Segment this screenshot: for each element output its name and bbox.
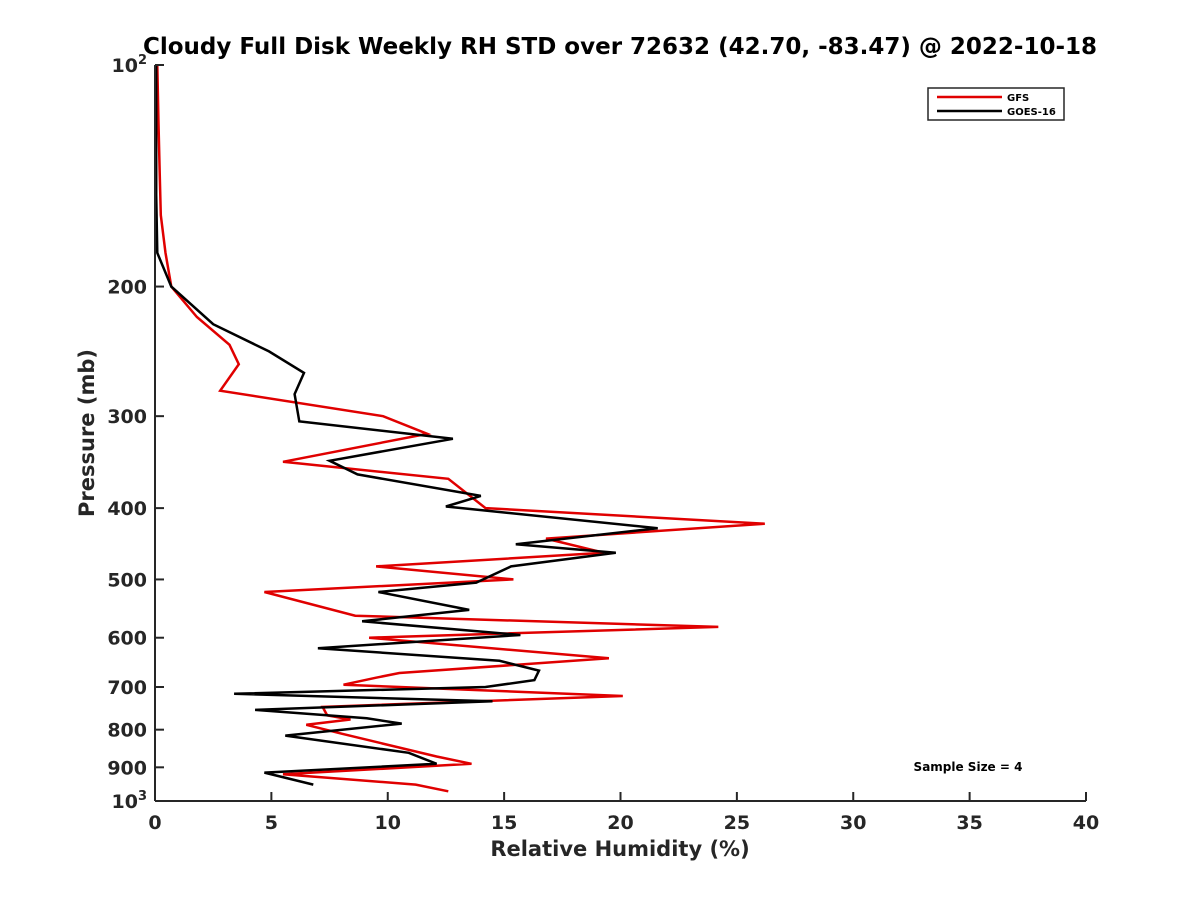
legend: GFS GOES-16 <box>927 87 1065 121</box>
x-tick-label: 20 <box>607 812 633 834</box>
y-tick-label: 400 <box>107 498 147 520</box>
y-tick-label: 500 <box>107 569 147 591</box>
x-tick-label: 35 <box>956 812 982 834</box>
y-tick-label: 300 <box>107 406 147 428</box>
sample-size-annotation: Sample Size = 4 <box>914 760 1023 774</box>
x-tick-label: 25 <box>724 812 750 834</box>
chart-title: Cloudy Full Disk Weekly RH STD over 7263… <box>143 34 1097 60</box>
x-axis-label: Relative Humidity (%) <box>490 837 749 861</box>
y-tick-label: 600 <box>107 628 147 650</box>
y-tick-label: 103 <box>112 789 148 813</box>
y-tick-label: 900 <box>107 757 147 779</box>
y-tick-label: 200 <box>107 277 147 299</box>
legend-box <box>927 87 1065 121</box>
x-tick-label: 30 <box>840 812 866 834</box>
plot-lines <box>154 64 765 793</box>
x-ticks: 0 5 10 15 20 25 30 35 40 <box>148 792 1099 834</box>
y-ticks: 102 200 300 400 500 600 700 800 900 103 <box>107 53 164 813</box>
x-tick-label: 15 <box>491 812 517 834</box>
x-tick-label: 10 <box>375 812 401 834</box>
legend-label-gfs: GFS <box>1007 93 1029 104</box>
x-tick-label: 40 <box>1073 812 1099 834</box>
y-tick-label: 700 <box>107 677 147 699</box>
legend-label-goes16: GOES-16 <box>1007 107 1056 118</box>
y-tick-label: 102 <box>112 53 148 77</box>
series-line-gfs <box>156 64 765 793</box>
y-tick-label: 800 <box>107 720 147 742</box>
series-line-goes16 <box>154 65 658 786</box>
x-tick-label: 5 <box>265 812 278 834</box>
x-tick-label: 0 <box>148 812 161 834</box>
y-axis-label: Pressure (mb) <box>75 349 99 517</box>
